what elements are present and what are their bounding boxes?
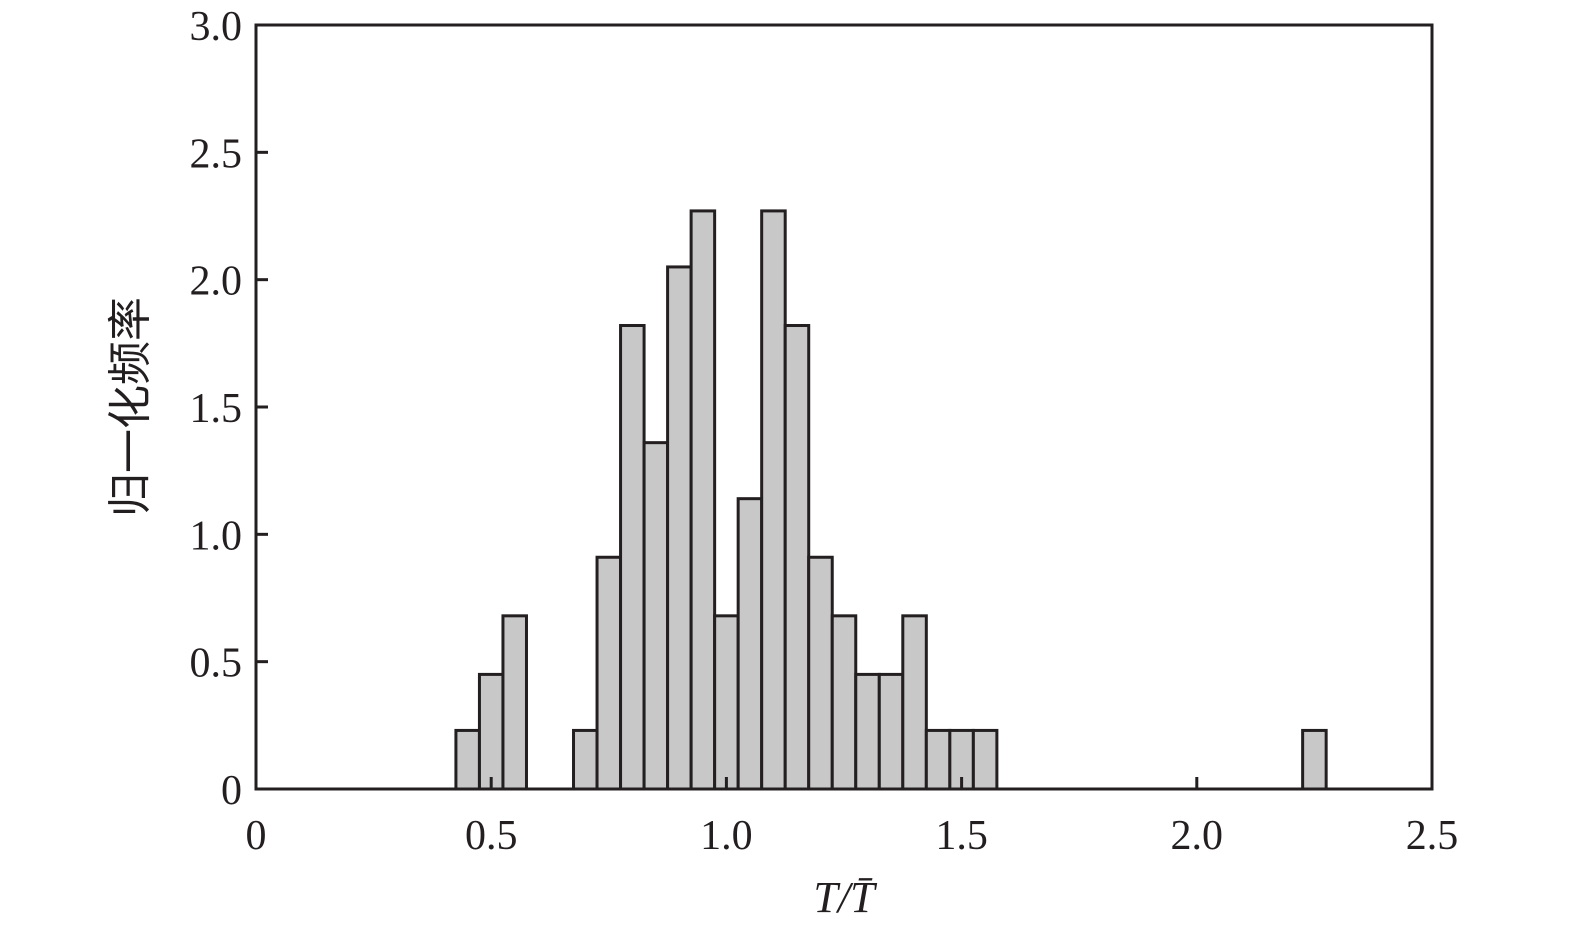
ticks-layer <box>254 23 1434 791</box>
x-tick-label-1: 0 <box>246 813 267 859</box>
histogram-bar-10 <box>713 614 740 791</box>
histogram-bar-16 <box>854 672 881 791</box>
histogram-bar-1 <box>454 728 481 791</box>
histogram-bar-21 <box>971 728 999 791</box>
y-tick-label-4: 1.5 <box>190 386 243 432</box>
histogram-bar-3 <box>501 614 528 791</box>
x-axis-label: T/T̄ <box>813 873 878 922</box>
y-tick-label-1: 0 <box>221 768 242 814</box>
histogram-bar-17 <box>877 672 905 791</box>
histogram-bar-9 <box>689 209 717 791</box>
histogram-bar-7 <box>642 441 670 791</box>
histogram-bar-4 <box>572 728 599 791</box>
histogram-bar-15 <box>830 614 858 791</box>
histogram-bar-11 <box>736 497 764 791</box>
histogram-bar-18 <box>901 614 928 791</box>
histogram-bar-19 <box>924 728 952 791</box>
y-tick-label-5: 2.0 <box>190 259 243 305</box>
x-tick-label-2: 0.5 <box>465 813 518 859</box>
y-tick-label-7: 3.0 <box>190 4 243 50</box>
x-tick-label-3: 1.0 <box>700 813 753 859</box>
y-tick-label-2: 0.5 <box>190 641 243 687</box>
histogram-bar-12 <box>760 209 787 791</box>
histogram-bar-6 <box>619 324 646 791</box>
x-tick-label-5: 2.0 <box>1171 813 1224 859</box>
y-tick-label-3: 1.0 <box>190 513 243 559</box>
tick-labels-layer: 0 0.5 1.0 1.5 2.0 2.5 0 0.5 1.0 1.5 2.0 2.5 3.0 <box>190 4 1459 859</box>
x-tick-label-4: 1.5 <box>935 813 988 859</box>
histogram-bar-14 <box>807 555 834 791</box>
histogram-bar-2 <box>477 672 505 791</box>
histogram-bar-5 <box>595 555 623 791</box>
plot-frame <box>254 23 1434 791</box>
y-axis-label: 归一化频率 <box>106 297 155 517</box>
histogram-bar-13 <box>783 324 811 791</box>
histogram-bar-22 <box>1301 728 1328 791</box>
histogram-bar-8 <box>666 265 693 791</box>
bars-layer <box>454 209 1328 791</box>
y-tick-label-6: 2.5 <box>190 131 243 177</box>
x-tick-label-6: 2.5 <box>1406 813 1459 859</box>
